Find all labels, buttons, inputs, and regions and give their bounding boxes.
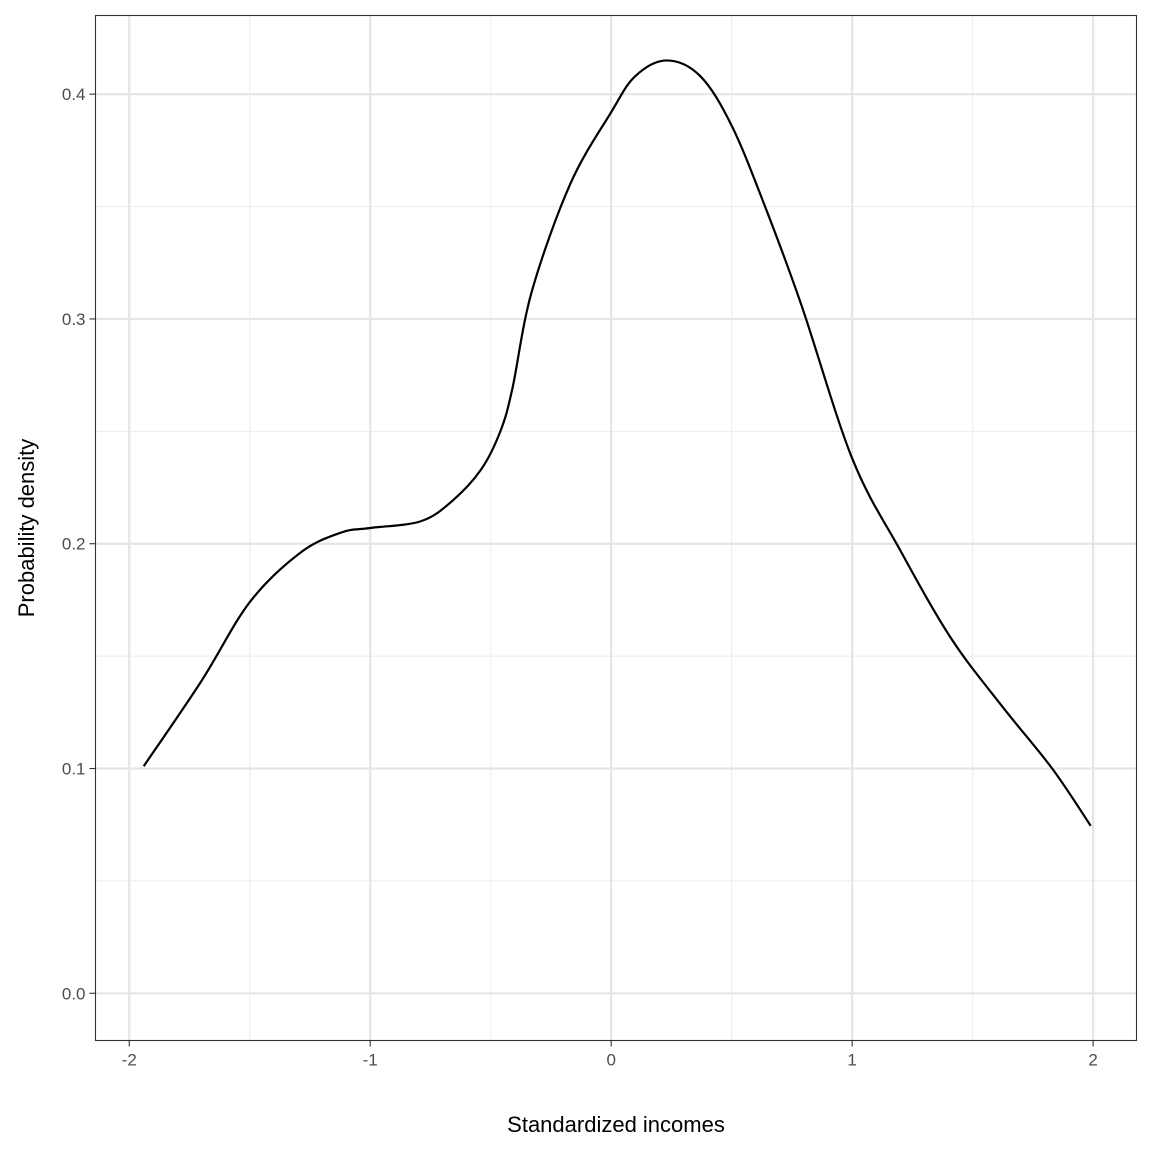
axes: -2 -1 0 1 2 0.0 0.1 0.2 0.3 0.4 (62, 85, 1098, 1069)
panel-border (94, 14, 1138, 1042)
x-tick-label: 0 (606, 1051, 615, 1070)
y-tick-label: 0.0 (62, 984, 86, 1003)
x-axis-title: Standardized incomes (507, 1112, 725, 1137)
y-tick-label: 0.1 (62, 760, 86, 779)
y-tick-label: 0.3 (62, 310, 86, 329)
y-axis-title: Probability density (14, 439, 39, 618)
x-tick-label: -1 (363, 1051, 378, 1070)
x-tick-label: 1 (847, 1051, 856, 1070)
x-tick-label: -2 (122, 1051, 137, 1070)
x-tick-label: 2 (1088, 1051, 1097, 1070)
density-curve (142, 59, 1092, 827)
y-tick-label: 0.4 (62, 85, 86, 104)
y-tick-label: 0.2 (62, 535, 86, 554)
